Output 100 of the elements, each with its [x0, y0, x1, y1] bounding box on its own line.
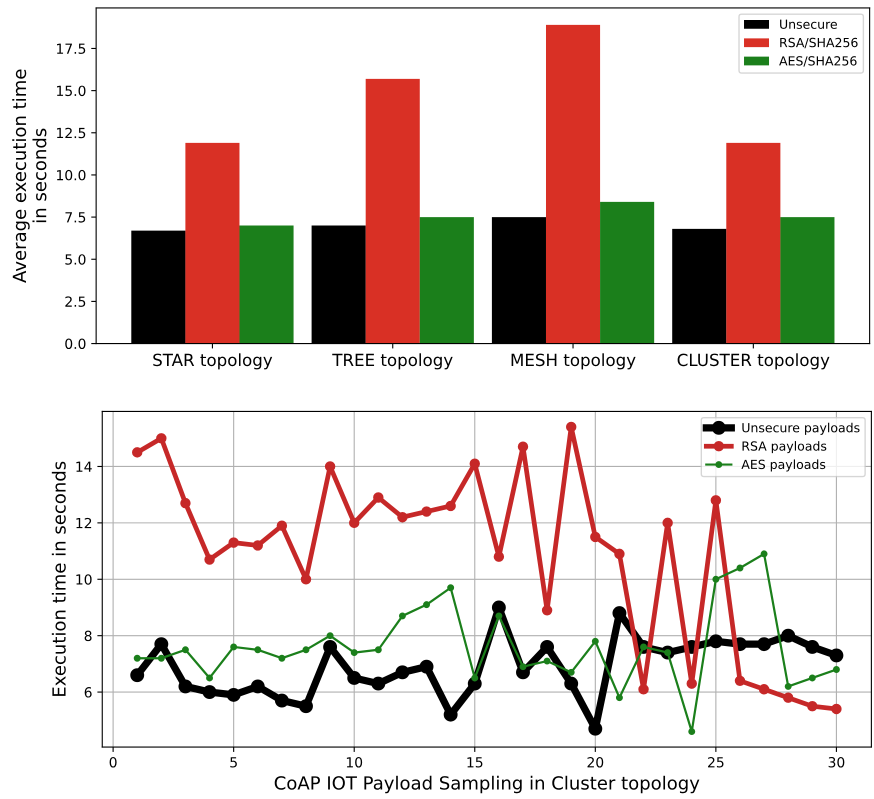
x-tick-label: CLUSTER topology: [678, 353, 830, 370]
point: [807, 700, 818, 712]
bar: [239, 226, 294, 344]
point: [566, 422, 576, 432]
point: [158, 654, 165, 662]
x-tick-label: 5: [230, 757, 237, 768]
point: [423, 601, 430, 608]
point: [228, 537, 239, 548]
bar: [600, 202, 654, 344]
point: [445, 500, 456, 512]
point: [154, 637, 168, 652]
point: [347, 671, 362, 685]
point: [182, 646, 189, 654]
point: [326, 632, 334, 640]
point: [734, 676, 746, 686]
point: [250, 679, 265, 694]
point: [831, 704, 842, 714]
bar: [726, 142, 780, 344]
x-tick-label: 30: [828, 757, 844, 768]
point: [710, 495, 722, 506]
point: [302, 646, 310, 654]
point: [373, 492, 384, 503]
legend-label: RSA/SHA256: [780, 38, 858, 48]
point: [398, 612, 406, 620]
point: [202, 685, 216, 700]
point: [542, 605, 552, 616]
y-tick-label: 0.0: [65, 338, 86, 350]
point: [226, 688, 241, 702]
point: [178, 679, 192, 694]
point: [520, 663, 526, 670]
x-tick-label: MESH topology: [512, 353, 636, 370]
point: [132, 447, 142, 458]
legend-label: AES/SHA256: [779, 56, 857, 67]
point: [230, 643, 238, 650]
point: [324, 461, 336, 472]
point: [588, 722, 602, 736]
y-tick-label: 6: [84, 687, 92, 698]
point: [421, 506, 432, 517]
point: [444, 708, 458, 722]
y-tick-label: 12: [76, 518, 92, 528]
point: [564, 676, 578, 691]
legend-label: RSA payloads: [742, 441, 826, 454]
point: [781, 628, 796, 643]
x-tick-label: 20: [587, 757, 604, 768]
x-tick-label: STAR topology: [153, 353, 272, 370]
point: [276, 520, 288, 531]
y-tick-label: 2.5: [65, 296, 86, 307]
point: [349, 518, 360, 528]
point: [395, 665, 410, 680]
point: [156, 433, 167, 444]
legend-label: AES payloads: [741, 459, 826, 472]
x-tick-label: 0: [110, 757, 117, 768]
point: [252, 540, 263, 551]
point: [662, 518, 673, 528]
y-tick-label: 10.0: [57, 170, 86, 180]
x-tick-label: 10: [346, 757, 362, 768]
point: [614, 548, 625, 560]
point: [540, 640, 554, 654]
point: [278, 654, 286, 662]
point: [568, 668, 575, 676]
point: [829, 648, 844, 662]
point: [758, 684, 770, 694]
point: [712, 576, 720, 583]
point: [805, 640, 820, 654]
bar: [185, 142, 240, 344]
x-tick-label: 25: [708, 757, 724, 768]
point: [760, 550, 768, 558]
point: [471, 674, 478, 682]
point: [544, 658, 551, 665]
y-tick-label: 10: [76, 574, 92, 585]
point: [494, 552, 504, 562]
point: [590, 532, 601, 542]
x-tick-label: 15: [467, 757, 482, 768]
point: [274, 694, 289, 708]
bar: [780, 217, 834, 344]
point: [374, 646, 382, 654]
point: [688, 728, 696, 736]
point: [736, 564, 744, 572]
y-tick-label: 17.5: [57, 44, 86, 54]
legend-label: Unsecure payloads: [742, 422, 860, 435]
point: [782, 692, 794, 703]
y-tick-label: 15.0: [57, 86, 86, 96]
point: [495, 612, 502, 620]
point: [180, 498, 191, 508]
point: [784, 682, 792, 690]
point: [350, 649, 358, 656]
point: [470, 458, 480, 469]
point: [686, 678, 697, 689]
y-axis-title: Average execution time in seconds: [12, 70, 46, 283]
point: [616, 694, 623, 702]
point: [592, 638, 599, 645]
point: [130, 668, 144, 682]
point: [757, 637, 772, 652]
y-axis-title: Execution time in seconds: [52, 462, 66, 696]
point: [447, 584, 454, 592]
bar: [366, 78, 420, 344]
point: [300, 574, 312, 584]
point: [254, 646, 262, 654]
y-tick-label: 7.5: [65, 212, 86, 223]
y-tick-label: 12.5: [57, 128, 86, 138]
